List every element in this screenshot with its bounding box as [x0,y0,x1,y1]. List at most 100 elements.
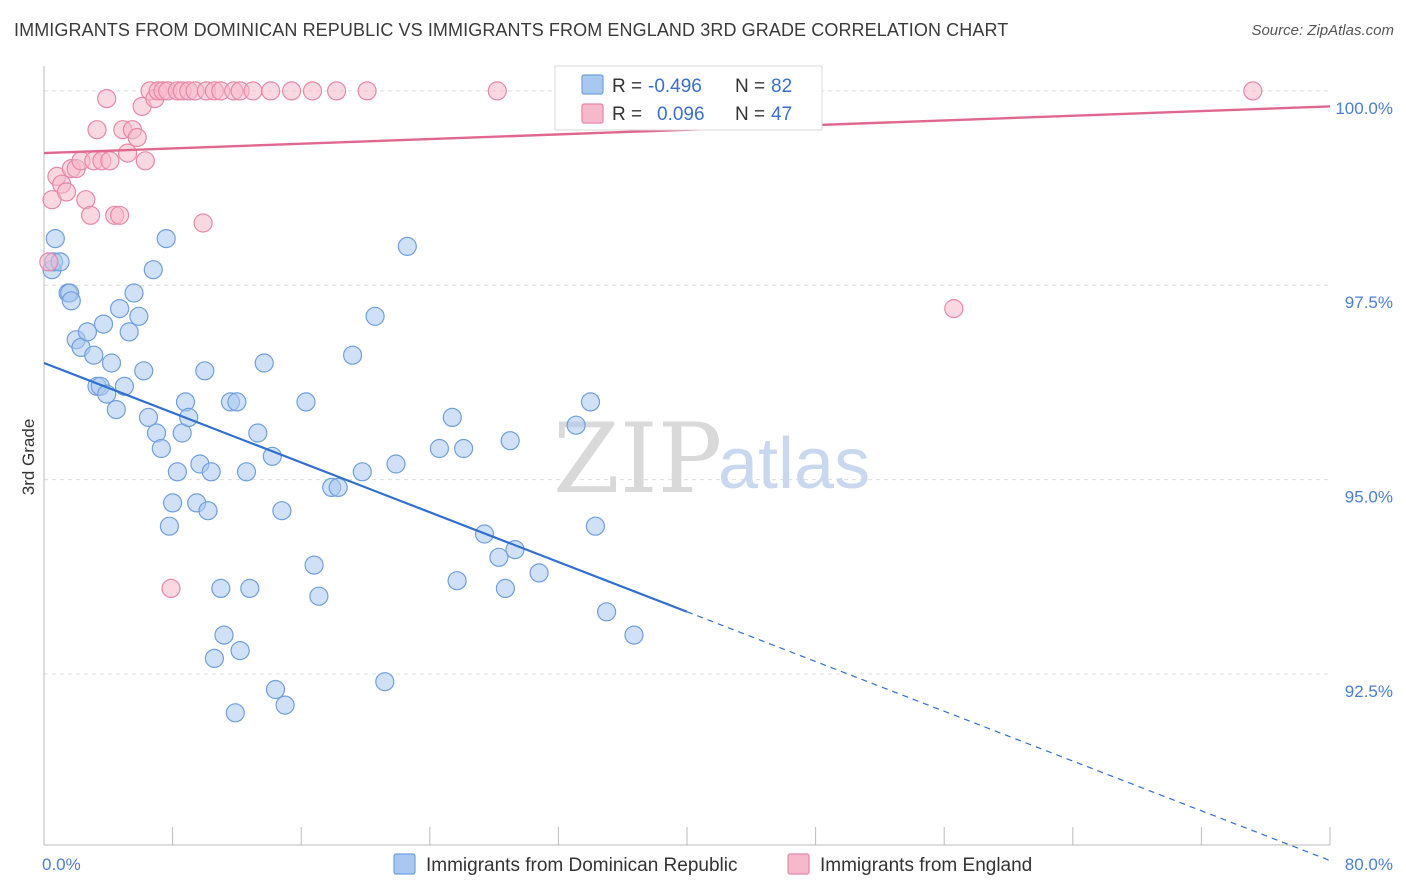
england-point-9 [80,205,101,225]
dominican-point-39 [204,648,224,669]
dominican-point-54 [296,392,316,412]
dominican-point-30 [167,462,187,482]
series-legend-label-1: Immigrants from Dominican Republic [426,855,738,876]
england-point-40 [261,81,281,101]
series-dominican-republic-points [42,229,644,723]
series-legend: Immigrants from Dominican Republic Immig… [393,853,1032,876]
dominican-point-70 [489,547,509,567]
legend-swatch-pink [581,103,604,124]
dominican-point-51 [265,679,286,700]
dominican-point-36 [195,361,215,381]
series-legend-swatch-pink [787,853,810,875]
dominican-point-59 [343,345,363,365]
dominican-point-27 [156,229,176,249]
england-point-45 [487,81,507,101]
dominican-point-68 [454,438,474,459]
england-point-47 [1243,81,1263,101]
y-tick-label-1: 97.5% [1345,293,1393,312]
watermark-atlas: atlas [718,424,870,504]
dominican-point-23 [138,407,159,427]
england-point-42 [302,81,323,101]
dominican-point-20 [124,283,144,303]
dominican-point-46 [236,462,257,482]
dominican-point-58 [328,477,348,497]
dominican-point-6 [61,291,81,311]
england-point-43 [327,81,347,101]
england-point-4 [56,182,77,202]
england-point-11 [87,120,107,140]
dominican-point-67 [447,571,467,591]
dominican-point-45 [230,640,250,661]
dominican-point-15 [101,353,122,373]
legend-n-label-2: N = [735,104,765,125]
dominican-point-10 [84,345,104,365]
dominican-point-18 [114,376,135,396]
dominican-point-43 [225,703,245,723]
dominican-point-26 [151,438,171,459]
legend-swatch-blue [581,74,604,95]
england-point-39 [243,81,263,101]
dominican-point-49 [254,353,274,373]
england-point-44 [357,81,377,101]
england-point-41 [282,81,302,101]
y-tick-label-0: 100.0% [1335,99,1393,118]
england-point-28 [161,578,181,599]
dominican-point-76 [580,392,601,412]
watermark: ZIP atlas [553,403,870,515]
dominican-point-60 [352,462,372,482]
dominican-point-52 [272,501,292,521]
dominican-point-77 [585,516,606,536]
dominican-point-50 [262,446,282,466]
stats-legend: R = -0.496 N = 82 R = 0.096 N = 47 [554,65,823,131]
legend-r-value-1: -0.496 [648,76,702,97]
x-tick-labels: 0.0% 80.0% [42,855,1393,874]
dominican-point-37 [198,501,218,521]
grid-lines [44,90,1330,675]
trend-line-dominican [43,361,688,613]
dominican-point-66 [442,407,462,427]
dominican-point-32 [175,392,196,412]
dominican-point-41 [214,625,234,645]
series-england-points [39,81,1263,599]
dominican-point-38 [201,462,221,482]
series-legend-swatch-blue [393,853,416,875]
dominican-point-44 [227,392,247,412]
dominican-point-19 [119,322,139,342]
dominican-point-74 [529,563,549,583]
series-legend-label-2: Immigrants from England [820,855,1032,876]
dominican-point-71 [495,578,515,599]
dominican-point-62 [375,672,395,692]
dominican-point-21 [129,306,149,326]
england-point-20 [127,127,147,148]
dominican-point-63 [386,454,406,474]
legend-n-value-1: 82 [771,76,792,97]
england-point-13 [97,88,117,109]
y-tick-label-2: 95.0% [1345,488,1393,507]
england-point-0 [39,252,59,272]
dominican-point-56 [309,586,329,606]
dominican-point-16 [106,400,126,420]
dominican-point-78 [596,602,617,622]
source-credit: Source: ZipAtlas.com [1251,22,1394,39]
trend-line-dominican-extension [686,611,1331,862]
england-point-18 [117,143,138,163]
x-tick-label-1: 80.0% [1345,855,1393,874]
dominican-point-55 [304,555,324,575]
england-point-33 [193,213,213,233]
england-point-16 [109,205,130,225]
legend-r-label-1: R = [612,76,642,97]
england-point-22 [135,151,155,171]
x-tick-label-0: 0.0% [42,855,81,874]
y-tick-label-3: 92.5% [1345,682,1393,701]
dominican-point-53 [275,695,295,715]
dominican-point-17 [109,299,130,319]
dominican-point-13 [93,314,114,334]
england-point-46 [944,299,964,319]
dominican-point-64 [397,236,417,256]
dominican-point-61 [365,306,385,326]
dominican-point-40 [211,578,231,599]
legend-r-value-2: 0.096 [657,104,705,125]
dominican-point-2 [45,229,65,249]
legend-n-label-1: N = [735,76,765,97]
